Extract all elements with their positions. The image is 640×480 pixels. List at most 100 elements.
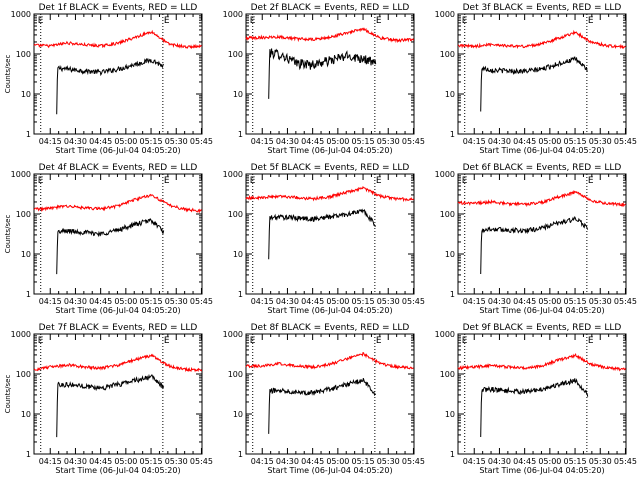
x-axis-label: Start Time (06-Jul-04 04:05:20) (479, 306, 604, 315)
x-tick-label: 05:00 (538, 457, 561, 466)
plot-frame (33, 333, 203, 455)
detector-panel-3: Det 3f BLACK = Events, RED = LLD Start Ti… (435, 3, 637, 155)
right-marker-label: E (588, 176, 594, 186)
x-tick-label: 05:15 (352, 457, 375, 466)
y-tick-label: 1000 (223, 170, 243, 179)
lld-series-line (33, 353, 203, 373)
events-series-line (268, 208, 377, 260)
x-tick-label: 05:30 (165, 457, 188, 466)
left-marker-label: E (462, 176, 468, 186)
events-series-line (480, 56, 588, 112)
x-tick-label: 05:45 (190, 457, 213, 466)
x-tick-label: 04:45 (513, 137, 536, 146)
y-axis-label: Counts/sec (4, 375, 12, 414)
x-axis-label: Start Time (06-Jul-04 04:05:20) (479, 466, 604, 475)
left-marker-label: E (250, 176, 256, 186)
plot-frame (245, 333, 415, 455)
y-axis-label: Counts/sec (4, 215, 12, 254)
x-tick-label: 05:00 (538, 297, 561, 306)
y-tick-label: 100 (440, 370, 455, 379)
right-marker-label: E (588, 16, 594, 26)
x-tick-label: 05:45 (402, 137, 425, 146)
panel-title: Det 5f BLACK = Events, RED = LLD (251, 163, 410, 173)
lld-series-line (457, 29, 626, 50)
detector-panel-7: Det 7f BLACK = Events, RED = LLD Counts/s… (4, 323, 213, 475)
x-tick-label: 04:45 (89, 137, 112, 146)
events-series-line (56, 217, 165, 275)
plot-frame (245, 13, 415, 135)
x-tick-label: 05:30 (589, 297, 612, 306)
lld-series-line (457, 189, 626, 208)
x-tick-label: 05:45 (614, 457, 637, 466)
lld-series-line (245, 185, 414, 203)
x-tick-label: 05:30 (377, 297, 400, 306)
x-tick-label: 05:45 (190, 137, 213, 146)
y-tick-label: 1 (26, 290, 31, 299)
y-tick-label: 1000 (223, 10, 243, 19)
x-tick-label: 04:15 (39, 297, 62, 306)
plot-frame (457, 333, 627, 455)
y-tick-label: 100 (228, 210, 243, 219)
events-series-line (480, 378, 589, 438)
x-tick-label: 05:30 (377, 137, 400, 146)
panel-title: Det 2f BLACK = Events, RED = LLD (251, 3, 410, 13)
panel-title: Det 1f BLACK = Events, RED = LLD (39, 3, 198, 13)
x-tick-label: 04:30 (488, 457, 511, 466)
y-tick-label: 1 (26, 130, 31, 139)
plot-frame (33, 13, 203, 135)
left-marker-label: E (250, 336, 256, 346)
left-marker-label: E (38, 176, 44, 186)
x-axis-label: Start Time (06-Jul-04 04:05:20) (479, 146, 604, 155)
y-tick-label: 100 (16, 370, 31, 379)
y-tick-label: 1000 (11, 330, 31, 339)
events-series-line (268, 48, 377, 99)
x-tick-label: 05:45 (402, 457, 425, 466)
x-tick-label: 04:15 (251, 297, 274, 306)
x-tick-label: 05:30 (165, 297, 188, 306)
y-axis-label: Counts/sec (4, 55, 12, 94)
x-tick-label: 05:30 (377, 457, 400, 466)
y-tick-label: 10 (21, 90, 31, 99)
detector-panel-5: Det 5f BLACK = Events, RED = LLD Start Ti… (223, 163, 425, 315)
x-tick-label: 04:15 (463, 457, 486, 466)
left-marker-label: E (38, 16, 44, 26)
x-tick-label: 05:15 (564, 297, 587, 306)
x-tick-label: 05:00 (114, 297, 137, 306)
lld-series-line (457, 353, 627, 372)
right-marker-label: E (164, 336, 170, 346)
x-axis-label: Start Time (06-Jul-04 04:05:20) (55, 146, 180, 155)
x-tick-label: 05:15 (140, 137, 163, 146)
y-tick-label: 100 (440, 50, 455, 59)
x-tick-label: 05:30 (589, 457, 612, 466)
x-tick-label: 05:30 (589, 137, 612, 146)
x-tick-label: 04:45 (513, 457, 536, 466)
x-tick-label: 04:30 (64, 137, 87, 146)
x-tick-label: 05:15 (564, 457, 587, 466)
x-tick-label: 05:45 (190, 297, 213, 306)
lld-series-line (33, 29, 202, 50)
plot-frame (457, 173, 627, 295)
x-tick-label: 05:00 (326, 457, 349, 466)
y-tick-label: 1 (450, 290, 455, 299)
panel-title: Det 6f BLACK = Events, RED = LLD (463, 163, 622, 173)
panel-title: Det 8f BLACK = Events, RED = LLD (251, 323, 410, 333)
x-axis-label: Start Time (06-Jul-04 04:05:20) (55, 306, 180, 315)
panel-title: Det 7f BLACK = Events, RED = LLD (39, 323, 198, 333)
x-tick-label: 05:00 (326, 137, 349, 146)
y-tick-label: 1000 (435, 10, 455, 19)
x-tick-label: 04:45 (89, 297, 112, 306)
x-tick-label: 04:30 (64, 457, 87, 466)
y-tick-label: 10 (21, 250, 31, 259)
x-tick-label: 04:30 (276, 137, 299, 146)
y-tick-label: 1000 (11, 170, 31, 179)
left-marker-label: E (250, 16, 256, 26)
x-axis-label: Start Time (06-Jul-04 04:05:20) (267, 466, 392, 475)
detector-panel-2: Det 2f BLACK = Events, RED = LLD Start Ti… (223, 3, 425, 155)
x-tick-label: 04:30 (488, 137, 511, 146)
right-marker-label: E (588, 336, 594, 346)
plot-frame (33, 173, 203, 295)
x-tick-label: 05:30 (165, 137, 188, 146)
y-tick-label: 1 (450, 130, 455, 139)
right-marker-label: E (376, 176, 382, 186)
y-tick-label: 1000 (223, 330, 243, 339)
